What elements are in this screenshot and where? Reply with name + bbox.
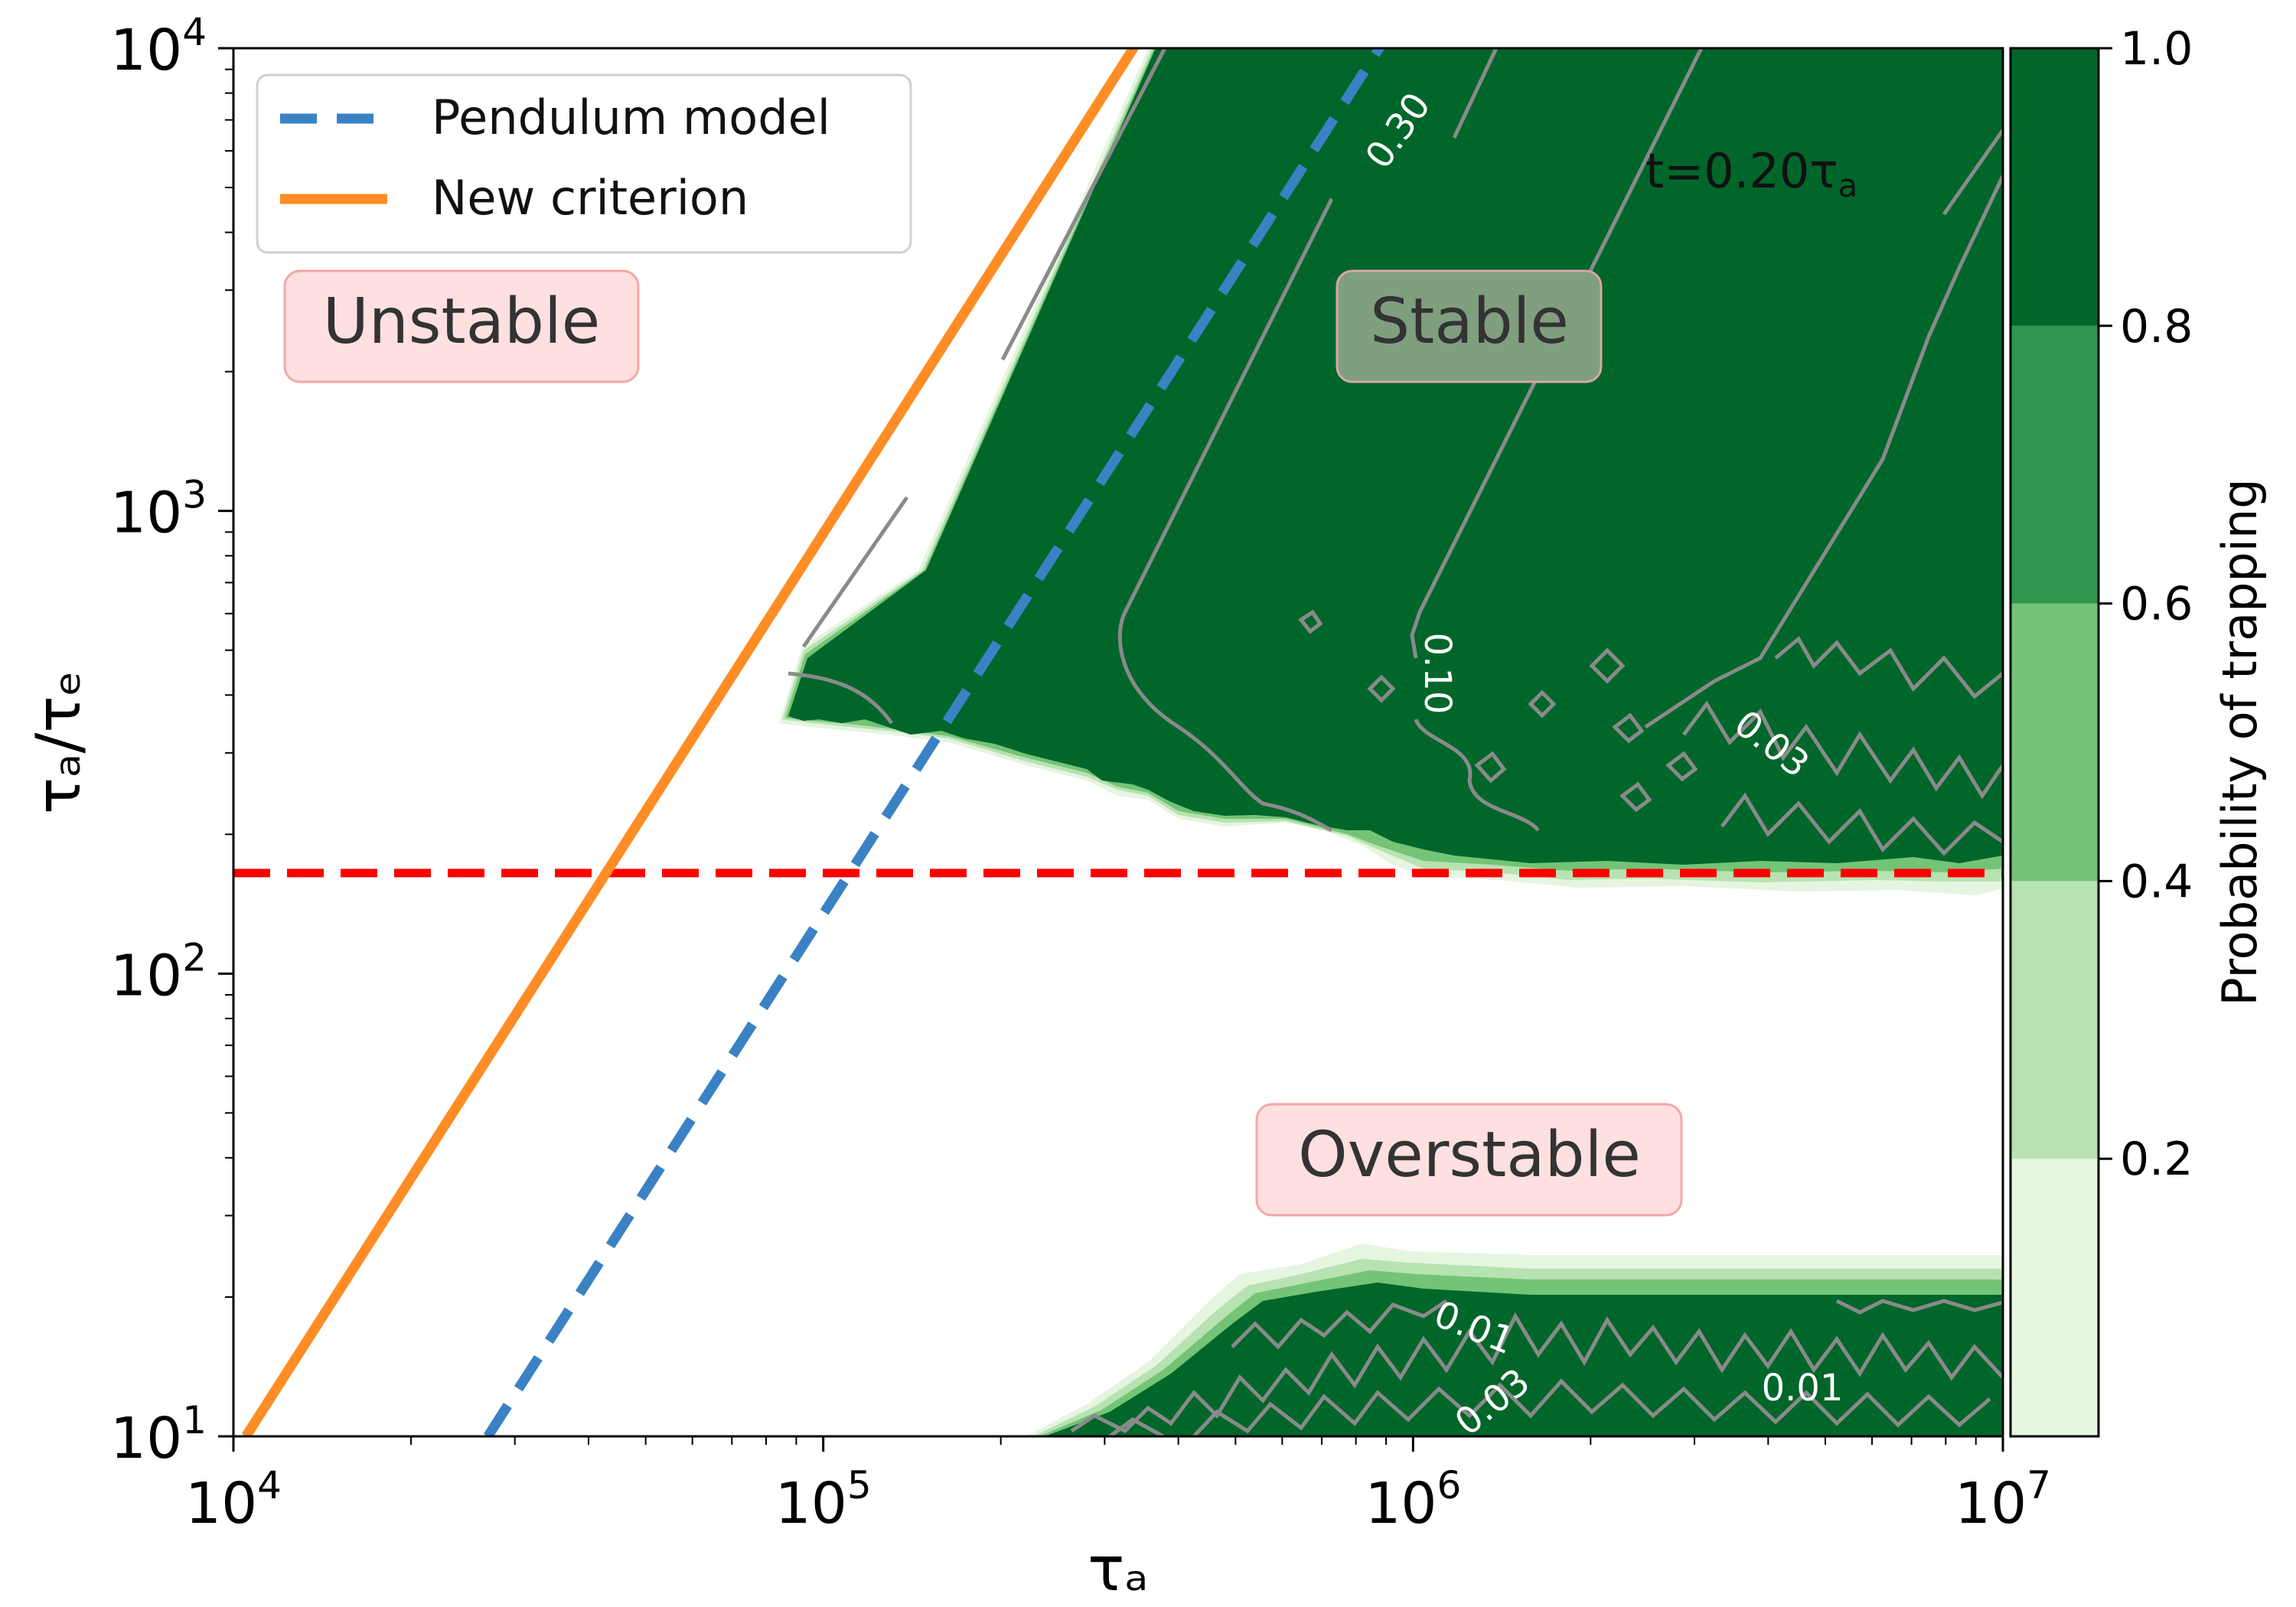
colorbar: 0.2 0.4 0.6 0.8 1.0 — [2009, 22, 2193, 1438]
colorbar-segment — [2011, 325, 2099, 604]
probability-fill-regions — [779, 48, 2003, 1436]
series-line-pendulum-model — [483, 48, 1385, 1436]
y-tick-label: 101 — [110, 1398, 207, 1472]
series-lines — [233, 48, 2003, 1436]
contour-line-0.03 — [1644, 174, 2003, 729]
colorbar-tick-label: 0.6 — [2120, 578, 2193, 631]
colorbar-tick-label: 0.4 — [2120, 855, 2193, 908]
contour-line-0.30 — [1452, 48, 1499, 139]
colorbar-segment — [2011, 48, 2099, 326]
colorbar-segment — [2011, 1159, 2099, 1436]
region-label-unstable: Unstable — [323, 285, 600, 358]
stable-region-fill-top — [788, 48, 2003, 865]
contour-line-0.03-upper — [1942, 129, 2003, 216]
colorbar-tick-label: 0.2 — [2120, 1133, 2193, 1186]
colorbar-segment — [2011, 881, 2099, 1159]
series-line-new-criterion — [241, 48, 1140, 1436]
y-tick-label: 104 — [110, 10, 207, 83]
contour-line-0.90 — [801, 496, 909, 648]
colorbar-label: Probability of trapping — [2212, 478, 2268, 1006]
plot-frame — [232, 47, 2004, 1438]
time-annotation: t=0.20τa — [1645, 143, 1857, 204]
contour-label: 0.10 — [1416, 633, 1459, 715]
colorbar-frame — [2009, 47, 2100, 1438]
x-tick-label: 105 — [775, 1463, 872, 1537]
contour-line-0.10-lower — [1414, 718, 1540, 832]
contour-line-0.90-hook — [788, 671, 894, 725]
y-tick-label: 103 — [110, 473, 207, 546]
region-labels: Unstable Stable Overstable — [283, 269, 1683, 1217]
legend: Pendulum model New criterion — [256, 73, 912, 254]
contour-line-0.10 — [1410, 48, 1704, 659]
colorbar-segment — [2011, 603, 2099, 882]
colorbar-tick-label: 1.0 — [2120, 22, 2193, 76]
contour-lines — [788, 48, 2003, 1436]
overstable-noise-contours — [1070, 1299, 2003, 1436]
contour-line-0.30-lower — [1117, 611, 1333, 833]
region-label-overstable: Overstable — [1298, 1119, 1641, 1191]
contour-label: 0.01 — [1762, 1367, 1844, 1410]
region-label-stable: Stable — [1370, 285, 1569, 358]
legend-box — [256, 73, 912, 254]
y-axis-label: τₐ/τₑ — [23, 670, 94, 814]
y-tick-label: 102 — [110, 935, 207, 1009]
region-label-unstable-box — [283, 269, 640, 383]
colorbar-tick-label: 0.8 — [2120, 300, 2193, 354]
stable-noise-contours — [1298, 609, 2003, 856]
overstable-region-fill-top — [1045, 1283, 2003, 1436]
axis-ticks — [218, 47, 2004, 1452]
axis-tick-labels: 104 105 106 107 101 102 103 104 — [110, 10, 2051, 1537]
region-label-overstable-box — [1255, 1103, 1683, 1217]
x-tick-label: 106 — [1365, 1463, 1461, 1537]
legend-label-new-criterion: New criterion — [432, 170, 748, 226]
legend-label-pendulum-model: Pendulum model — [432, 90, 830, 145]
contour-line-0.90-upper — [1000, 48, 1167, 361]
region-label-stable-box — [1336, 269, 1603, 383]
x-tick-label: 107 — [1955, 1463, 2051, 1537]
x-axis-label: τₐ — [1088, 1534, 1149, 1605]
contour-line-0.30-mid — [1123, 197, 1334, 614]
x-tick-label: 104 — [185, 1463, 282, 1537]
